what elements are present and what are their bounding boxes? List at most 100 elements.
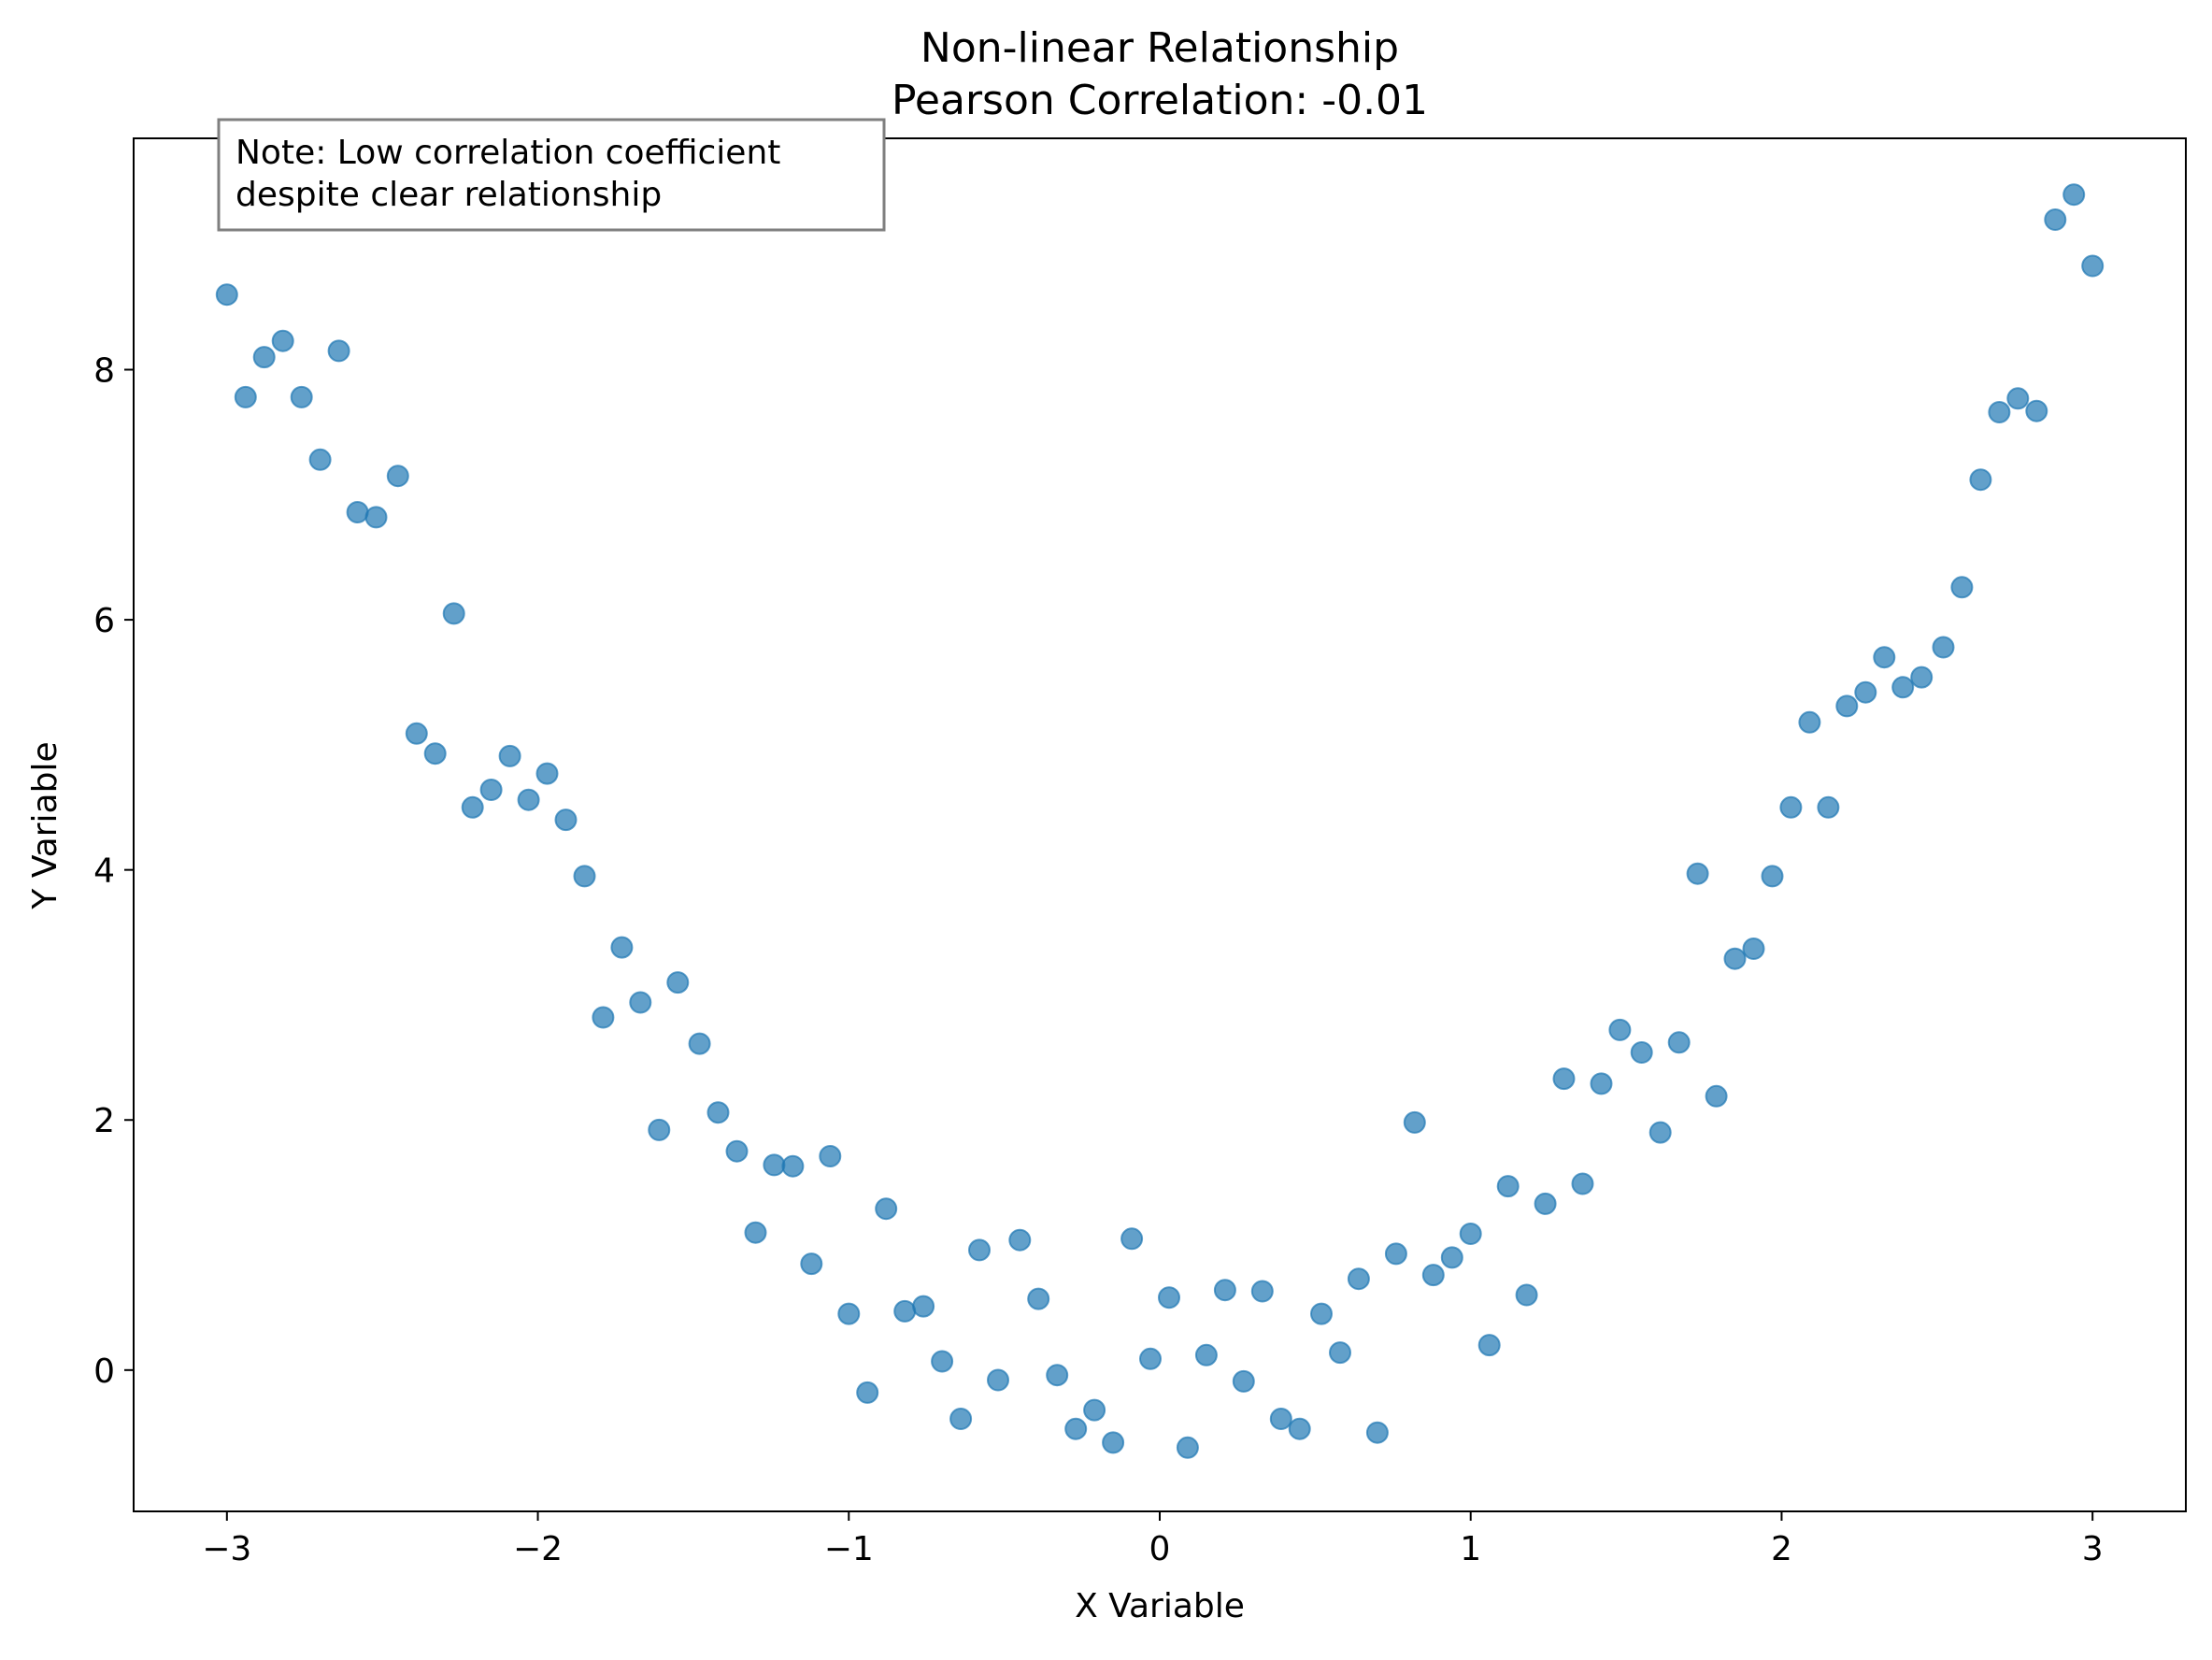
data-point [1742,937,1765,960]
data-point [819,1145,842,1167]
x-tick-label: −3 [202,1530,251,1568]
data-point [1064,1417,1088,1440]
data-point [1477,1334,1501,1357]
data-point [1459,1223,1482,1245]
data-point [1608,1018,1632,1041]
data-point [1779,795,1803,819]
data-point [479,779,503,801]
data-point [1269,1408,1292,1430]
data-point [1421,1264,1445,1287]
y-tick-label: 0 [93,1352,115,1391]
data-point [875,1197,898,1221]
chart-title: Non-linear Relationship [920,24,1399,72]
x-tick-label: 3 [2082,1530,2104,1568]
data-point [1250,1280,1274,1303]
data-point [364,506,388,529]
x-axis-label: X Variable [1075,1587,1245,1625]
x-tick-label: −2 [513,1530,563,1568]
data-point [949,1408,973,1430]
data-point [1873,646,1896,669]
data-point [1403,1110,1426,1134]
data-point [2062,183,2086,207]
data-point [1705,1084,1728,1108]
data-point [1723,947,1747,970]
data-point [592,1006,615,1029]
points-layer [215,183,2105,1459]
data-point [1120,1227,1144,1251]
data-point [1008,1228,1032,1252]
annotation-frame [217,118,886,232]
data-point [1891,676,1915,699]
data-point [1347,1267,1370,1291]
x-tick-label: 2 [1771,1530,1792,1568]
data-point [1213,1279,1236,1302]
data-point [763,1153,786,1177]
plot-frame [133,137,2187,1512]
data-point [1932,636,1955,659]
chart-subtitle: Pearson Correlation: -0.01 [892,77,1428,124]
data-point [1329,1341,1351,1365]
data-point [1384,1242,1407,1266]
data-point [1232,1369,1255,1393]
data-point [308,448,332,471]
data-point [837,1302,861,1325]
data-point [1176,1436,1199,1459]
x-tick-label: −1 [824,1530,874,1568]
y-axis-label: Y Variable [26,741,64,909]
data-point [346,501,369,523]
data-point [1440,1246,1463,1269]
data-point [234,385,257,408]
data-point [442,602,465,625]
data-point [517,788,540,811]
data-point [629,991,652,1014]
data-point [893,1299,917,1323]
data-point [1817,795,1840,819]
data-point [648,1118,671,1141]
data-point [706,1101,730,1124]
data-point [1139,1347,1162,1370]
data-point [1102,1431,1125,1454]
y-tick-label: 8 [93,352,115,391]
data-point [856,1381,879,1404]
y-tick-label: 4 [93,852,115,891]
data-point [1988,401,2011,423]
data-point [1194,1343,1218,1367]
data-point [2081,254,2105,278]
data-point [215,283,238,307]
data-point [290,385,313,408]
annotation-line-2: despite clear relationship [235,176,662,214]
annotation-line-1: Note: Low correlation coefficient [235,134,780,172]
data-point [461,795,484,819]
data-point [1534,1192,1557,1215]
data-point [987,1368,1009,1392]
data-point [800,1252,823,1276]
data-point [931,1350,954,1373]
data-point [781,1154,805,1178]
data-point [1158,1286,1180,1309]
data-point [327,339,350,363]
data-point [1552,1067,1576,1091]
data-point [252,346,276,369]
data-point [744,1221,767,1244]
data-point [1496,1175,1520,1198]
data-point [535,762,559,785]
x-tick-label: 0 [1149,1530,1171,1568]
data-point [1365,1421,1389,1444]
y-tick-label: 6 [93,602,115,640]
annotation-box: Note: Low correlation coefficient despit… [217,118,886,232]
data-point [1667,1031,1691,1054]
data-point [1630,1041,1653,1064]
data-point [1571,1172,1594,1195]
y-axis: 0 2 4 6 8 [93,352,134,1391]
data-point [2006,387,2030,410]
data-point [1515,1283,1538,1307]
data-point [554,809,578,832]
data-point [968,1238,991,1262]
data-point [1835,694,1859,718]
data-point [1969,468,1992,492]
x-axis: −3 −2 −1 0 1 2 3 [202,1511,2104,1568]
data-point [1950,576,1974,599]
data-point [498,744,521,767]
